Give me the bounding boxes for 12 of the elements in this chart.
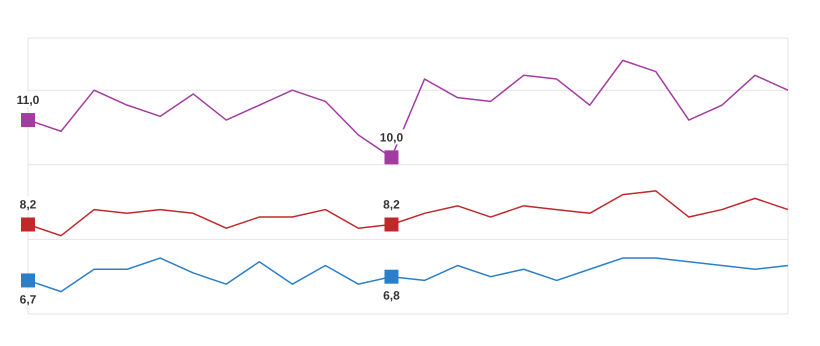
point [21, 273, 35, 288]
point [384, 217, 398, 232]
point [21, 217, 35, 232]
data-label: 10,0 [380, 130, 404, 144]
data-label: 6,7 [20, 292, 37, 306]
point [21, 113, 35, 128]
data-label: 6,8 [383, 288, 400, 303]
data-label: 8,2 [20, 197, 37, 212]
data-label: 8,2 [383, 197, 400, 212]
point [384, 150, 398, 164]
point [384, 270, 398, 284]
data-label: 11,0 [16, 93, 40, 108]
